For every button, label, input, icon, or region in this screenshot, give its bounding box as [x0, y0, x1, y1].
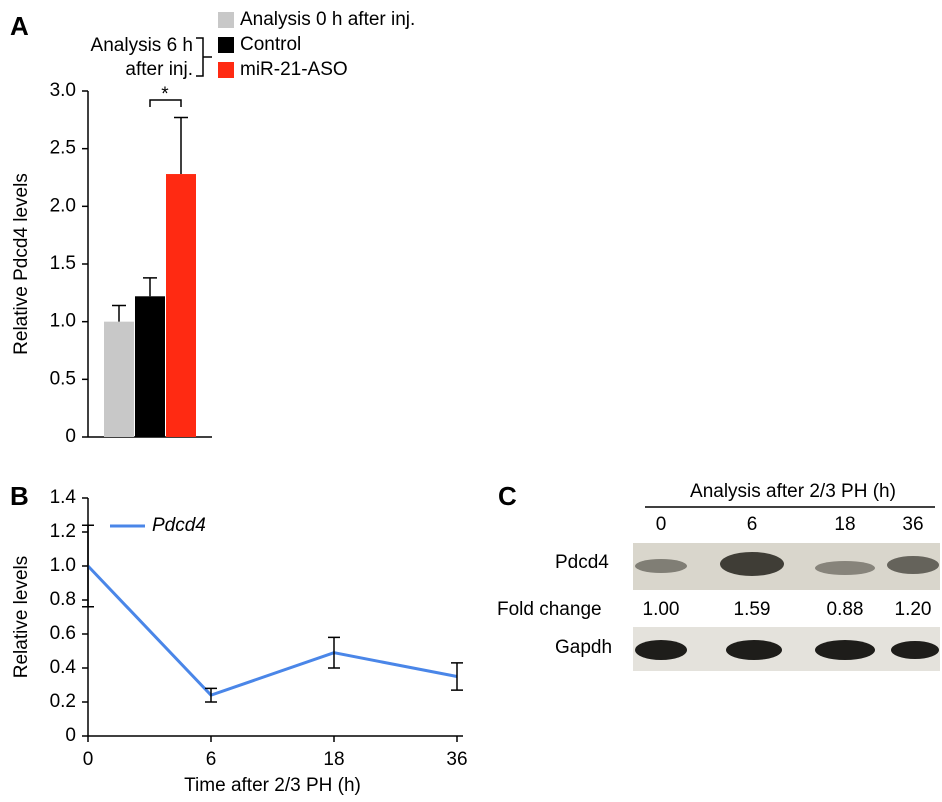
- row-label: Gapdh: [555, 637, 612, 658]
- x-tick-label: 0: [83, 749, 94, 770]
- legend-label: Pdcd4: [152, 515, 206, 536]
- blot-band: [726, 640, 782, 660]
- legend-label: Control: [240, 34, 301, 55]
- y-axis-label: Relative Pdcd4 levels: [11, 173, 32, 355]
- y-tick-label: 0.6: [50, 623, 76, 644]
- panel-label: B: [10, 481, 29, 511]
- blot-band: [720, 552, 784, 576]
- column-label: 6: [747, 514, 758, 535]
- column-label: 18: [834, 514, 855, 535]
- figure: A B C Analysis 6 h after inj. * Analysis…: [0, 0, 942, 802]
- error-bar: [112, 306, 126, 322]
- line: [88, 566, 457, 695]
- y-tick-label: 1.0: [50, 311, 76, 332]
- fold-change: 1.20: [895, 599, 932, 620]
- panel-label: C: [498, 481, 517, 511]
- error-bar: [143, 278, 157, 296]
- y-tick-label: 0: [65, 725, 76, 746]
- panel-label: A: [10, 11, 29, 41]
- y-tick-label: 2.5: [50, 138, 76, 159]
- x-tick-label: 6: [206, 749, 217, 770]
- column-label: 36: [902, 514, 923, 535]
- bar: [135, 296, 165, 437]
- legend-swatch: [218, 62, 234, 78]
- blot-band: [815, 561, 875, 575]
- y-tick-label: 1.4: [50, 487, 77, 508]
- error-bar: [174, 118, 188, 175]
- fold-change: 1.00: [643, 599, 680, 620]
- legend-swatch: [218, 12, 234, 28]
- y-tick-label: 1.5: [50, 253, 76, 274]
- legend-label: Analysis 0 h after inj.: [240, 9, 415, 30]
- fold-change: 1.59: [734, 599, 771, 620]
- row-label: Pdcd4: [555, 552, 609, 573]
- bar: [166, 174, 196, 437]
- fold-change: 0.88: [827, 599, 864, 620]
- bar: [104, 322, 134, 437]
- y-tick-label: 1.2: [50, 521, 76, 542]
- x-tick-label: 36: [446, 749, 467, 770]
- blot-band: [887, 556, 939, 574]
- y-tick-label: 0.8: [50, 589, 76, 610]
- legend-group-label: after inj.: [125, 59, 193, 80]
- blot-header: Analysis after 2/3 PH (h): [690, 481, 896, 502]
- row-label: Fold change: [497, 599, 602, 620]
- x-axis-label: Time after 2/3 PH (h): [184, 775, 361, 796]
- blot-band: [635, 640, 687, 660]
- y-tick-label: 0.2: [50, 691, 76, 712]
- blot-band: [891, 641, 939, 659]
- legend-group-label: Analysis 6 h: [91, 35, 193, 56]
- y-tick-label: 3.0: [50, 80, 76, 101]
- y-tick-label: 0.4: [50, 657, 77, 678]
- legend-bracket: [196, 38, 203, 76]
- y-axis-label: Relative levels: [11, 556, 32, 679]
- blot-band: [635, 559, 687, 573]
- y-tick-label: 0.5: [50, 368, 76, 389]
- y-tick-label: 1.0: [50, 555, 76, 576]
- x-tick-label: 18: [323, 749, 344, 770]
- y-tick-label: 2.0: [50, 195, 76, 216]
- column-label: 0: [656, 514, 667, 535]
- annotation: *: [161, 84, 169, 105]
- legend-label: miR-21-ASO: [240, 59, 348, 80]
- blot-band: [815, 640, 875, 660]
- legend-swatch: [218, 37, 234, 53]
- y-tick-label: 0: [65, 426, 76, 447]
